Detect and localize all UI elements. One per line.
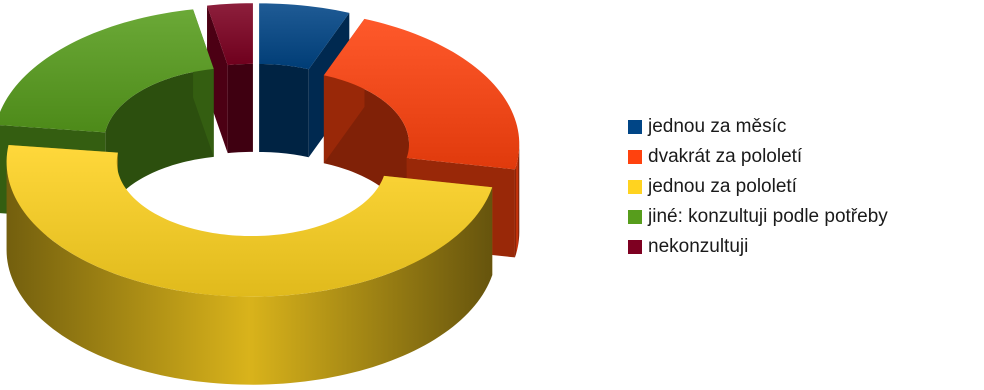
legend-swatch xyxy=(628,150,642,164)
legend-item: jednou za pololetí xyxy=(628,172,888,202)
slice-inner-wall xyxy=(259,64,309,157)
legend-swatch xyxy=(628,210,642,224)
legend-item: jiné: konzultuji podle potřeby xyxy=(628,202,888,232)
legend-label: dvakrát za pololetí xyxy=(648,146,802,168)
legend-swatch xyxy=(628,180,642,194)
legend-item: dvakrát za pololetí xyxy=(628,142,888,172)
legend-item: nekonzultuji xyxy=(628,232,888,262)
chart-legend: jednou za měsíc dvakrát za pololetí jednou… xyxy=(628,112,888,262)
donut-slice xyxy=(207,3,253,153)
legend-label: nekonzultuji xyxy=(648,236,748,258)
legend-swatch xyxy=(628,120,642,134)
legend-item: jednou za měsíc xyxy=(628,112,888,142)
donut-chart-svg xyxy=(0,0,560,385)
legend-label: jednou za měsíc xyxy=(648,116,786,138)
legend-label: jednou za pololetí xyxy=(648,176,797,198)
donut-slice xyxy=(7,145,493,385)
legend-swatch xyxy=(628,240,642,254)
slice-inner-wall xyxy=(228,64,253,153)
legend-label: jiné: konzultuji podle potřeby xyxy=(648,206,888,228)
donut-chart xyxy=(0,0,560,385)
